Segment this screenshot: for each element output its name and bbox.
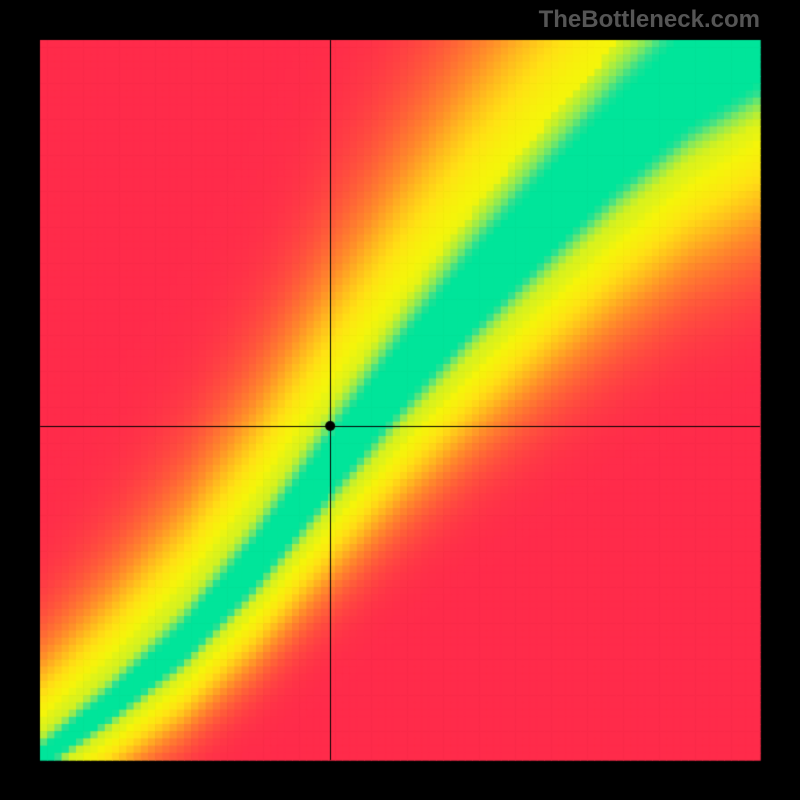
chart-container: TheBottleneck.com [0, 0, 800, 800]
crosshair-overlay [0, 0, 800, 800]
watermark-text: TheBottleneck.com [539, 6, 760, 34]
